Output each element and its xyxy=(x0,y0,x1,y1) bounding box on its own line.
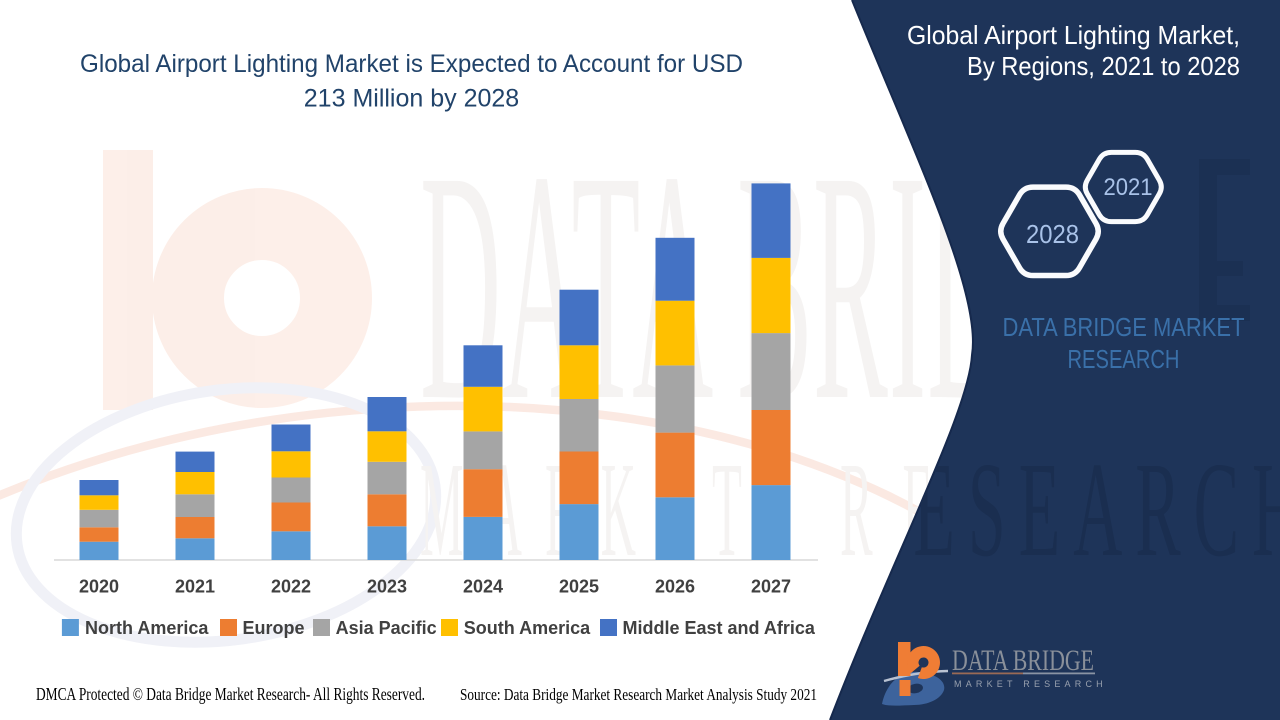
svg-text:Asia Pacific: Asia Pacific xyxy=(336,618,437,638)
svg-text:DMCA Protected © Data Bridge M: DMCA Protected © Data Bridge Market Rese… xyxy=(36,684,425,704)
svg-text:2025: 2025 xyxy=(559,577,599,597)
svg-text:Europe: Europe xyxy=(243,618,305,638)
svg-text:2020: 2020 xyxy=(79,577,119,597)
svg-text:RESEARCH: RESEARCH xyxy=(1068,344,1180,374)
svg-text:North America: North America xyxy=(85,618,209,638)
svg-text:Source: Data Bridge Market Res: Source: Data Bridge Market Research Mark… xyxy=(460,685,817,704)
svg-text:MARKET RESEARCH: MARKET RESEARCH xyxy=(954,679,1107,689)
svg-text:213 Million by 2028: 213 Million by 2028 xyxy=(304,84,519,112)
svg-text:2021: 2021 xyxy=(175,577,215,597)
svg-text:2023: 2023 xyxy=(367,577,407,597)
svg-text:2028: 2028 xyxy=(1026,219,1079,249)
svg-text:Global Airport Lighting Market: Global Airport Lighting Market, xyxy=(907,20,1240,50)
svg-text:2027: 2027 xyxy=(751,577,791,597)
svg-text:2026: 2026 xyxy=(655,577,695,597)
svg-text:DATA BRIDGE: DATA BRIDGE xyxy=(952,644,1094,677)
svg-text:2021: 2021 xyxy=(1104,174,1153,201)
svg-text:2024: 2024 xyxy=(463,577,503,597)
svg-text:South America: South America xyxy=(464,618,591,638)
svg-text:By Regions, 2021 to 2028: By Regions, 2021 to 2028 xyxy=(967,51,1240,81)
svg-text:Middle East and Africa: Middle East and Africa xyxy=(623,618,816,638)
svg-text:2022: 2022 xyxy=(271,577,311,597)
svg-text:DATA BRIDGE MARKET: DATA BRIDGE MARKET xyxy=(1003,312,1245,342)
svg-text:Global Airport Lighting Market: Global Airport Lighting Market is Expect… xyxy=(80,50,743,78)
